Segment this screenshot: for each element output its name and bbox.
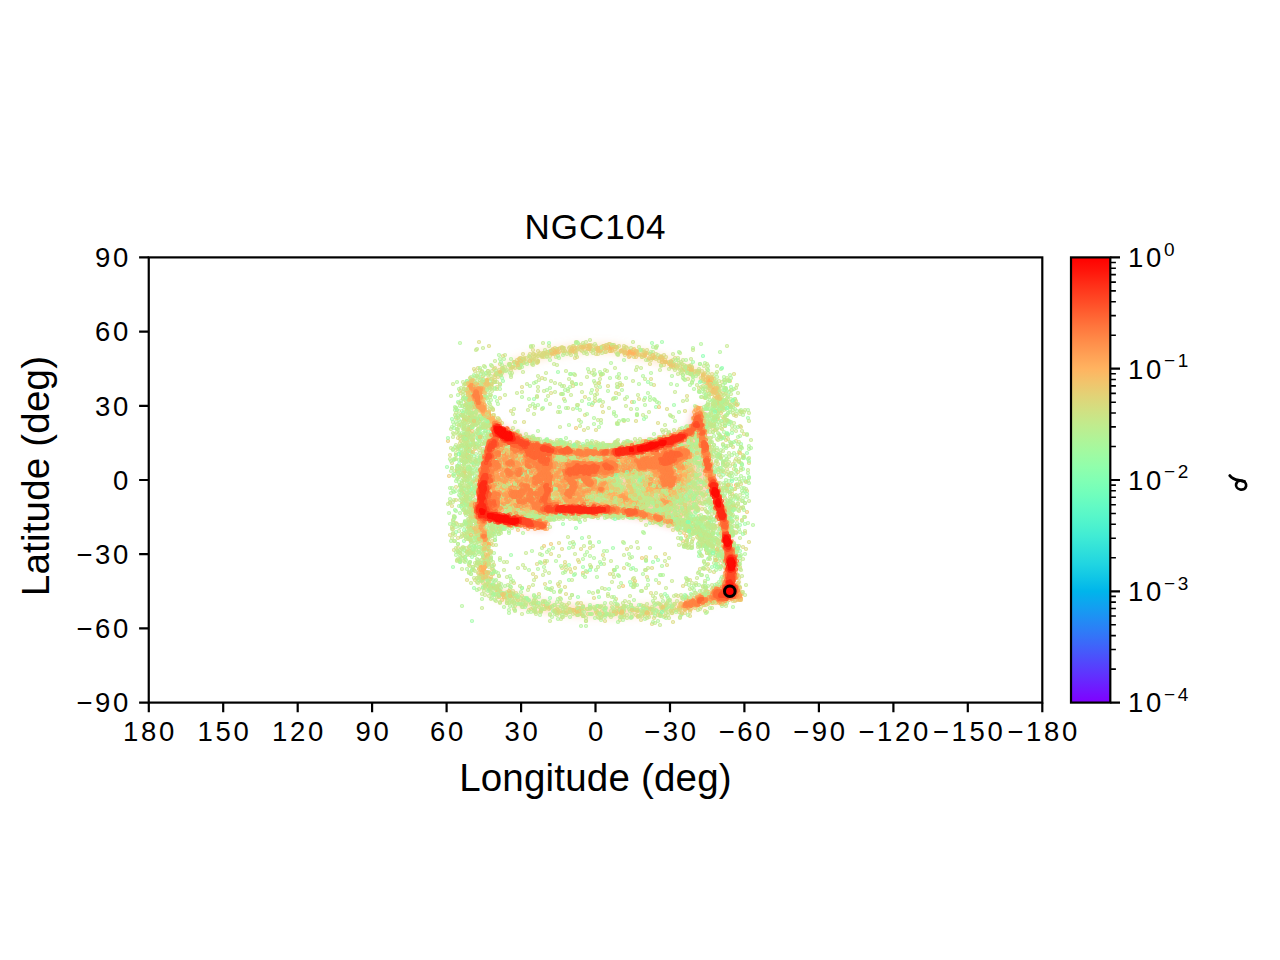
svg-text:90: 90 bbox=[95, 242, 131, 273]
svg-text:150: 150 bbox=[198, 716, 252, 747]
svg-text:100: 100 bbox=[1128, 239, 1177, 274]
svg-text:0: 0 bbox=[113, 465, 131, 496]
svg-text:0: 0 bbox=[588, 716, 606, 747]
svg-text:−90: −90 bbox=[793, 716, 848, 747]
svg-text:−60: −60 bbox=[718, 716, 773, 747]
svg-text:10−4: 10−4 bbox=[1128, 684, 1191, 719]
svg-text:−90: −90 bbox=[76, 687, 131, 718]
svg-text:60: 60 bbox=[95, 316, 131, 347]
svg-text:−180: −180 bbox=[1007, 716, 1080, 747]
svg-text:60: 60 bbox=[430, 716, 466, 747]
svg-text:−150: −150 bbox=[933, 716, 1006, 747]
svg-text:180: 180 bbox=[123, 716, 177, 747]
svg-text:10−3: 10−3 bbox=[1128, 573, 1191, 608]
svg-text:Latitude (deg): Latitude (deg) bbox=[14, 356, 57, 596]
svg-text:−30: −30 bbox=[76, 539, 131, 570]
svg-text:30: 30 bbox=[504, 716, 540, 747]
svg-text:90: 90 bbox=[356, 716, 392, 747]
svg-text:NGC104: NGC104 bbox=[524, 207, 666, 246]
svg-text:−30: −30 bbox=[644, 716, 699, 747]
svg-text:10−1: 10−1 bbox=[1128, 350, 1191, 385]
svg-text:Longitude (deg): Longitude (deg) bbox=[459, 756, 732, 799]
svg-text:−60: −60 bbox=[76, 613, 131, 644]
svg-text:−120: −120 bbox=[858, 716, 931, 747]
svg-text:10−2: 10−2 bbox=[1128, 461, 1191, 496]
svg-text:120: 120 bbox=[272, 716, 326, 747]
svg-text:30: 30 bbox=[95, 391, 131, 422]
